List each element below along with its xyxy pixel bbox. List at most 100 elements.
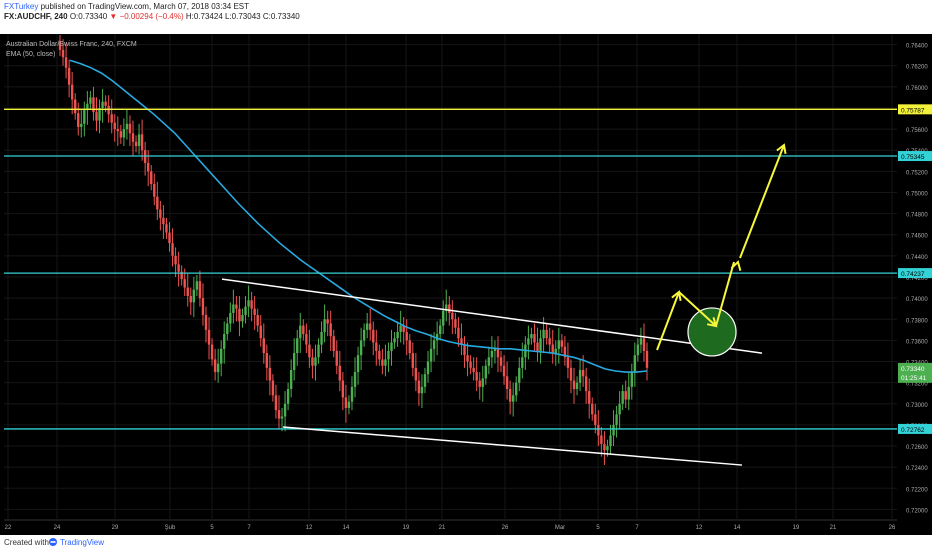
- candle-bull: [390, 342, 393, 351]
- level-tag: [898, 423, 932, 434]
- candle-bear: [378, 350, 381, 360]
- candle-bear: [588, 391, 591, 404]
- symbol-label: FX:AUDCHF, 240: [4, 12, 68, 21]
- candle-bull: [630, 372, 633, 387]
- x-tick-label: 14: [343, 525, 350, 531]
- candle-bear: [569, 367, 573, 381]
- target-circle: [687, 307, 737, 357]
- candle-bear: [186, 287, 189, 297]
- created-with-text: Created with: [4, 538, 49, 547]
- candle-bull: [323, 319, 326, 332]
- y-tick-label: 0.73000: [906, 403, 928, 409]
- x-tick-label: 22: [5, 525, 12, 531]
- arrow-head: [776, 143, 787, 155]
- candle-bull: [493, 348, 497, 351]
- last-price-tag: [898, 362, 932, 383]
- candle-bull: [347, 401, 351, 409]
- candle-bear: [597, 424, 600, 436]
- arrow-segment: [715, 261, 735, 327]
- candle-bear: [198, 281, 202, 299]
- legend-indicator: EMA (50, close): [6, 51, 55, 58]
- candle-bear: [113, 122, 116, 130]
- candle-bear: [338, 365, 342, 381]
- candle-bear: [61, 49, 65, 58]
- candle-bull: [299, 325, 302, 339]
- candle-bull: [633, 355, 637, 373]
- x-tick-label: 26: [889, 525, 896, 531]
- candle-bear: [235, 304, 238, 309]
- lower-trendline: [282, 426, 743, 466]
- candle-bear: [204, 315, 208, 330]
- candle-bear: [594, 414, 597, 425]
- candle-bear: [335, 350, 338, 366]
- arrow-segment: [678, 291, 717, 327]
- candle-bear: [262, 338, 265, 354]
- candle-bear: [271, 380, 275, 396]
- candle-bear: [344, 397, 348, 409]
- y-tick-label: 0.72000: [906, 508, 928, 514]
- candle-bull: [542, 329, 545, 339]
- high-value: 0.73424: [193, 12, 223, 21]
- candle-bear: [478, 380, 481, 387]
- candle-bull: [435, 334, 439, 341]
- x-tick-label: 14: [734, 525, 741, 531]
- candle-bear: [259, 325, 262, 339]
- candle-bull: [384, 359, 387, 366]
- candle-bull: [521, 357, 524, 368]
- candle-bear: [119, 131, 123, 138]
- candle-bear: [305, 334, 308, 345]
- publish-line: FXTurkey published on TradingView.com, M…: [4, 2, 249, 11]
- candle-bear: [201, 298, 205, 316]
- candle-bear: [369, 323, 372, 330]
- candle-bear: [536, 342, 539, 351]
- candle-bear: [165, 224, 168, 233]
- candle-bear: [454, 319, 457, 328]
- candle-bull: [289, 369, 293, 389]
- open-value: 0.73340: [78, 12, 108, 21]
- price-chart[interactable]: 0.764000.762000.760000.758000.756000.754…: [0, 0, 932, 535]
- candle-bear: [177, 264, 180, 272]
- legend-instrument: Australian Dollar/Swiss Franc, 240, FXCM: [6, 41, 137, 48]
- candle-bear: [451, 312, 454, 320]
- x-tick-label: 21: [830, 525, 837, 531]
- x-tick-label: 24: [54, 525, 61, 531]
- arrow-head: [706, 317, 718, 328]
- candle-bull: [511, 395, 515, 402]
- candle-bull: [83, 110, 86, 124]
- candle-bull: [539, 338, 542, 351]
- candle-bear: [502, 365, 506, 377]
- candle-bull: [80, 123, 83, 127]
- candle-bull: [578, 369, 582, 383]
- candle-bear: [153, 184, 156, 197]
- candle-bear: [207, 329, 211, 345]
- candle-bear: [645, 350, 649, 368]
- ema-line: [69, 59, 648, 373]
- candle-bear: [104, 101, 107, 106]
- y-tick-label: 0.72600: [906, 445, 928, 451]
- tradingview-brand[interactable]: TradingView: [60, 538, 105, 547]
- candle-bear: [469, 361, 472, 368]
- y-tick-label: 0.75600: [906, 128, 928, 134]
- candle-bull: [195, 281, 199, 290]
- candle-bull: [241, 315, 244, 322]
- candle-bear: [70, 84, 74, 100]
- level-tag-text: 0.74237: [901, 271, 925, 278]
- publisher-link[interactable]: FXTurkey: [4, 2, 39, 11]
- candle-bear: [563, 346, 567, 358]
- candle-bear: [496, 348, 500, 358]
- candle-bear: [74, 99, 77, 114]
- candle-bear: [603, 443, 606, 451]
- candle-bear: [624, 391, 627, 400]
- candle-bear: [581, 369, 585, 377]
- candle-bull: [296, 338, 299, 354]
- arrow-head: [671, 290, 682, 302]
- candle-bull: [420, 386, 424, 394]
- y-tick-label: 0.74600: [906, 234, 928, 240]
- candle-bull: [490, 350, 494, 358]
- footer-bar: Created with TradingView: [0, 535, 932, 550]
- candle-bear: [591, 403, 594, 415]
- candle-bull: [432, 340, 436, 349]
- tradingview-logo-icon: [48, 537, 58, 549]
- candle-bear: [256, 315, 259, 326]
- candle-bear: [499, 357, 503, 366]
